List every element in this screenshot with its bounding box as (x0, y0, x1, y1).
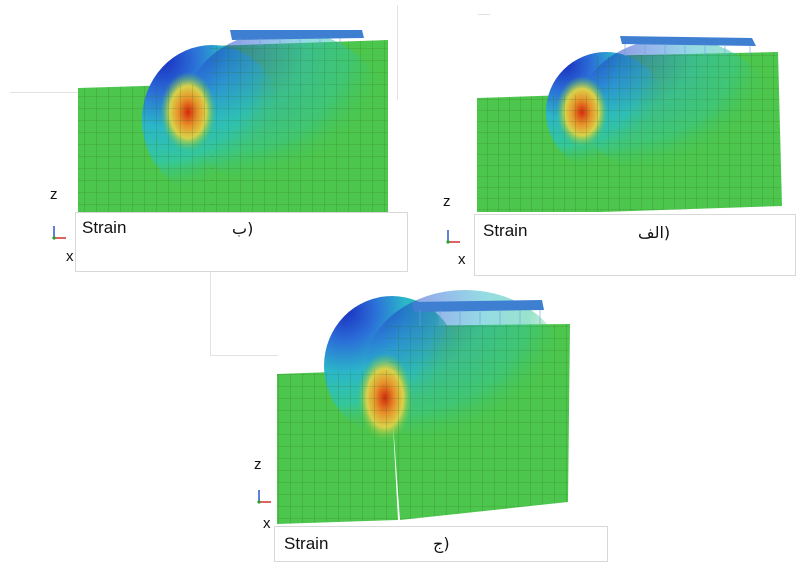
panel-tag-alef: (الف (638, 223, 671, 242)
panel-jim: Strain (ج z x (230, 290, 620, 565)
fem-model-jim (277, 290, 570, 524)
strain-label-alef: Strain (483, 221, 528, 240)
caption-box-alef (474, 214, 796, 276)
axis-triad-icon (257, 490, 271, 504)
fem-model-alef (477, 36, 782, 212)
axis-x-label-b: x (66, 248, 74, 265)
axis-z-label-jim: z (254, 456, 262, 473)
panel-tag-b: (ب (232, 219, 254, 238)
axis-z-label-b: z (50, 186, 58, 203)
caption-box-jim (274, 526, 608, 562)
frame-line (397, 5, 398, 100)
frame-line (10, 92, 80, 93)
axis-triad-icon (446, 230, 460, 244)
axis-x-label-jim: x (263, 515, 271, 532)
panel-tag-jim: (ج (433, 534, 450, 553)
axis-z-label-alef: z (443, 193, 451, 210)
panel-alef: Strain (الف z x (410, 0, 799, 280)
frame-line (210, 270, 211, 355)
panel-b: Strain (ب z x (0, 0, 410, 280)
frame-line (478, 14, 490, 15)
strain-label-b: Strain (82, 218, 127, 237)
axis-x-label-alef: x (458, 251, 466, 268)
fem-model-b (78, 30, 388, 212)
frame-line (210, 355, 278, 356)
axis-triad-icon (52, 226, 66, 240)
caption-box-b (75, 212, 408, 272)
strain-label-jim: Strain (284, 534, 329, 553)
